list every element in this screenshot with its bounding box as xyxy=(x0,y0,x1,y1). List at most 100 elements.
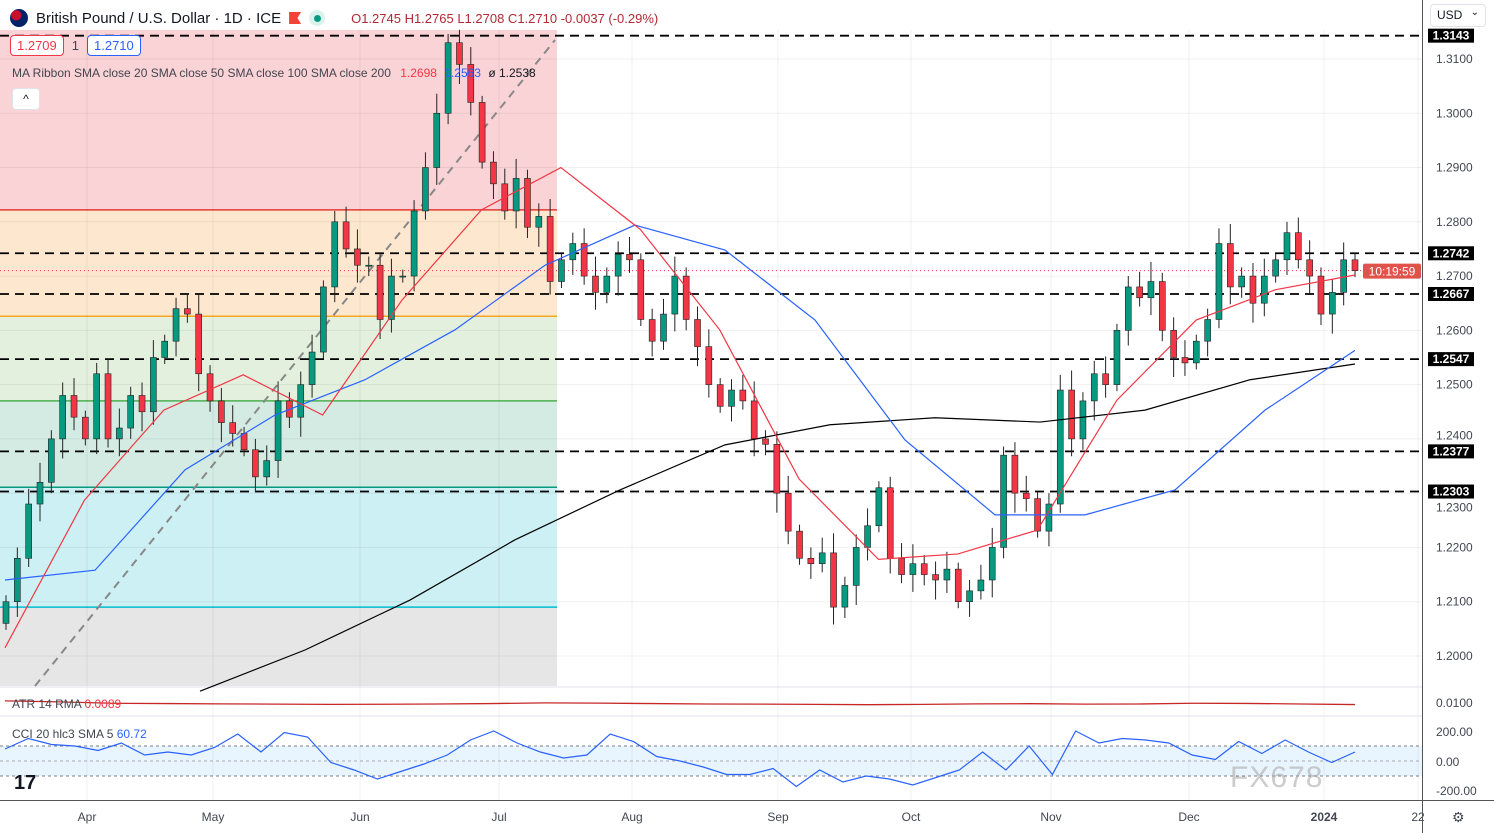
candle xyxy=(546,216,554,282)
sma20-line xyxy=(4,166,1356,649)
candle xyxy=(240,433,248,451)
price-tag-label: 1.2547 xyxy=(1433,352,1470,366)
candle xyxy=(1102,373,1109,385)
candle xyxy=(1158,281,1166,331)
fib-zone xyxy=(0,487,557,608)
candle xyxy=(444,42,452,114)
price-axis-label: 1.2900 xyxy=(1436,161,1473,175)
candle xyxy=(1249,275,1257,304)
candle xyxy=(70,395,78,418)
candle xyxy=(297,384,305,418)
symbol-title[interactable]: British Pound / U.S. Dollar · 1D · ICE xyxy=(36,9,282,27)
candle xyxy=(467,64,475,103)
sma50-value: 1.2563 xyxy=(444,66,481,80)
countdown-label: 10:19:59 xyxy=(1369,265,1416,279)
candle xyxy=(1204,319,1211,342)
fib-zone xyxy=(0,209,557,317)
time-axis-label: May xyxy=(202,810,225,824)
trade-box: 1.2709 1 1.2710 xyxy=(10,35,141,56)
candle xyxy=(399,275,407,278)
candle xyxy=(1079,400,1087,440)
chevron-up-icon: ^ xyxy=(23,92,29,106)
candle xyxy=(116,427,123,440)
countdown-tag xyxy=(1363,263,1421,279)
candle xyxy=(773,444,781,494)
tradingview-logo[interactable]: 17 xyxy=(14,772,37,794)
price-axis-label: 1.2500 xyxy=(1436,378,1473,392)
candle xyxy=(150,357,157,413)
candle xyxy=(943,568,951,581)
candle xyxy=(478,102,486,163)
candle xyxy=(694,319,701,347)
candle xyxy=(750,400,758,440)
candle xyxy=(1113,330,1121,385)
price-axis-label: 1.2100 xyxy=(1436,595,1473,609)
price-tag xyxy=(1428,246,1474,261)
ma-ribbon-legend[interactable]: MA Ribbon SMA close 20 SMA close 50 SMA … xyxy=(12,66,536,80)
candle xyxy=(932,574,939,581)
candle xyxy=(59,395,66,440)
candle xyxy=(1272,259,1279,277)
candle xyxy=(1068,389,1075,440)
time-axis-label: Jul xyxy=(491,810,506,824)
buy-price-button[interactable]: 1.2710 xyxy=(87,35,141,56)
symbol-header: British Pound / U.S. Dollar · 1D · ICE O… xyxy=(10,9,659,27)
chevron-down-icon: ⌄ xyxy=(1470,7,1479,18)
ma-ribbon-label: MA Ribbon SMA close 20 SMA close 50 SMA … xyxy=(12,66,391,80)
price-tag-label: 1.2303 xyxy=(1433,485,1470,499)
candle xyxy=(671,275,679,315)
candle xyxy=(1215,243,1223,320)
candle xyxy=(1022,492,1030,499)
collapse-legend-button[interactable]: ^ xyxy=(12,88,40,110)
price-axis-label: 1.2600 xyxy=(1436,323,1473,337)
candle xyxy=(1351,259,1359,271)
spread: 1 xyxy=(71,38,79,53)
candle xyxy=(762,438,769,445)
time-axis-label: Apr xyxy=(78,810,97,824)
candle xyxy=(36,482,44,505)
candle xyxy=(954,568,962,603)
candle xyxy=(1329,292,1336,315)
candle xyxy=(841,585,849,608)
candle xyxy=(1136,286,1143,299)
flag-icon[interactable] xyxy=(289,12,302,24)
sma200-value: ø 1.2538 xyxy=(488,66,536,80)
currency-select[interactable]: USD ⌄ xyxy=(1430,4,1486,27)
price-axis-label: 1.2200 xyxy=(1436,540,1473,554)
candle xyxy=(206,373,214,402)
candle xyxy=(433,112,441,168)
candle xyxy=(592,275,599,293)
sell-price-button[interactable]: 1.2709 xyxy=(10,35,64,56)
cci-axis-label: 0.00 xyxy=(1436,755,1460,769)
candle xyxy=(1147,281,1155,299)
candle xyxy=(626,254,633,261)
time-axis-label: Sep xyxy=(767,810,789,824)
candle xyxy=(580,243,588,277)
candle xyxy=(1170,330,1177,358)
watermark: FX678 xyxy=(1230,761,1324,794)
candle xyxy=(660,313,667,342)
time-axis-label: 2024 xyxy=(1311,810,1338,824)
candle xyxy=(535,216,543,228)
candle xyxy=(875,487,883,527)
settings-icon[interactable]: ⚙ xyxy=(1452,809,1465,825)
candle xyxy=(898,557,905,575)
candle xyxy=(48,438,55,483)
price-tag-label: 1.3143 xyxy=(1433,29,1470,43)
candle xyxy=(104,373,112,440)
cci-legend[interactable]: CCI 20 hlc3 SMA 5 60.72 xyxy=(12,727,147,741)
price-axis-label: 1.3000 xyxy=(1436,106,1473,120)
cci-axis-label: 200.00 xyxy=(1436,725,1473,739)
candle xyxy=(864,525,871,548)
candle xyxy=(988,547,996,581)
atr-legend[interactable]: ATR 14 RMA 0.0089 xyxy=(12,697,121,711)
candle xyxy=(977,579,985,592)
candle xyxy=(1317,275,1325,315)
price-tag xyxy=(1428,28,1474,43)
candle xyxy=(966,590,973,603)
candle xyxy=(161,340,169,358)
time-axis-label: Nov xyxy=(1040,810,1061,824)
price-tag xyxy=(1428,484,1474,499)
candle xyxy=(456,42,463,65)
